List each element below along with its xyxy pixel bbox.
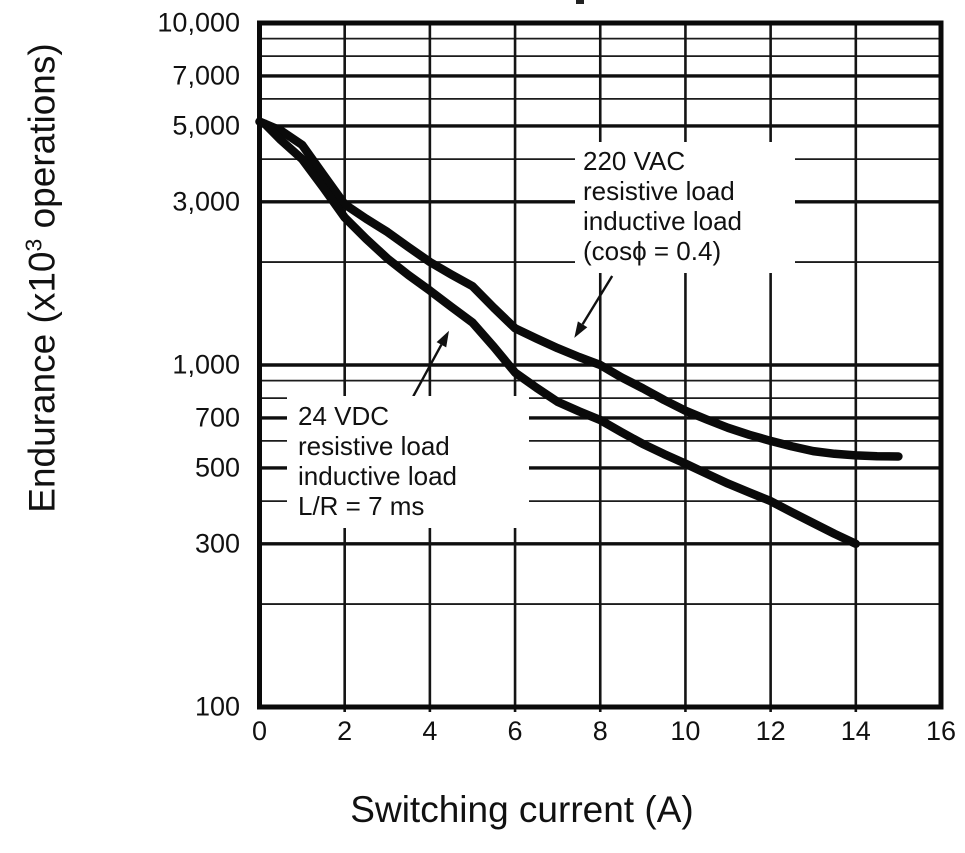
y-tick-label: 10,000: [157, 7, 240, 38]
y-tick-label: 3,000: [172, 186, 240, 217]
curve-24vdc: [260, 119, 861, 549]
x-tick-label: 8: [592, 716, 608, 746]
annotation-220vac: 220 VAC resistive load inductive load (c…: [575, 142, 795, 273]
leader-line-vac: [581, 275, 614, 325]
y-axis-title: Endurance (x103 operations): [20, 43, 63, 512]
annotation-24vdc-line1: 24 VDC: [298, 401, 390, 431]
x-tick-label: 14: [840, 716, 871, 746]
cropped-text-artifact: [576, 0, 584, 4]
annotation-220vac-line1: 220 VAC: [583, 146, 686, 176]
x-axis-title: Switching current (A): [350, 789, 694, 830]
curve-220vac: [255, 117, 903, 461]
annotation-24vdc: 24 VDC resistive load inductive load L/R…: [287, 396, 529, 528]
y-tick-label: 1,000: [172, 349, 240, 380]
annotation-220vac-line4: (cosϕ = 0.4): [583, 236, 722, 266]
y-tick-label: 700: [194, 402, 240, 433]
plot-frame: [257, 20, 944, 710]
y-tick-label: 7,000: [172, 60, 240, 91]
x-tick-label: 0: [251, 716, 268, 746]
leader-arrowhead-vdc: [436, 330, 449, 348]
y-tick-label: 500: [194, 452, 240, 483]
annotation-220vac-line2: resistive load: [583, 176, 735, 206]
annotation-220vac-line3: inductive load: [583, 206, 742, 236]
x-tick-label: 12: [755, 716, 786, 746]
annotation-24vdc-line3: inductive load: [298, 461, 457, 491]
x-tick-label: 2: [337, 716, 353, 746]
y-axis-title-text: Endurance (x10: [21, 251, 63, 513]
y-tick-label: 300: [194, 528, 240, 559]
x-tick-label: 16: [925, 716, 957, 746]
y-axis-title-suffix: operations): [21, 43, 63, 239]
x-tick-label: 4: [422, 716, 438, 746]
x-tick-label: 6: [507, 716, 523, 746]
leader-line-vdc: [412, 344, 443, 397]
leader-arrowhead-vac: [574, 321, 588, 338]
x-tick-label: 10: [670, 716, 701, 746]
y-tick-label: 100: [194, 691, 240, 722]
annotation-24vdc-line2: resistive load: [298, 431, 450, 461]
annotation-24vdc-line4: L/R = 7 ms: [298, 491, 425, 521]
y-axis-title-superscript: 3: [20, 238, 47, 252]
y-tick-label: 5,000: [172, 110, 240, 141]
